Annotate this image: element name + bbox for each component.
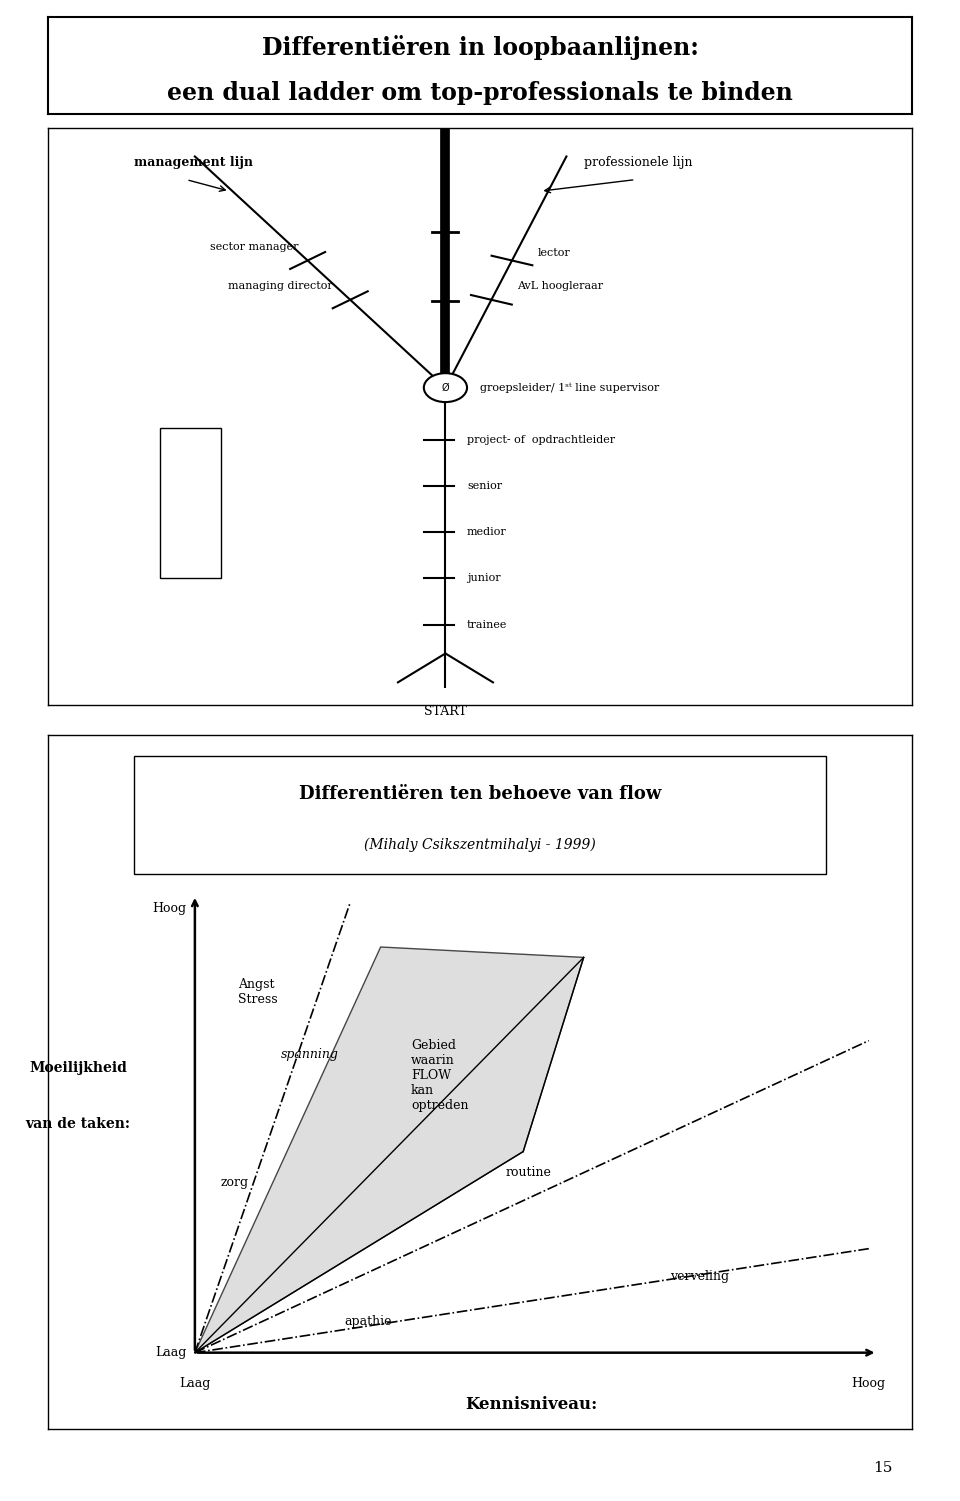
Text: Laag: Laag (180, 1378, 210, 1390)
Text: Hoog: Hoog (852, 1378, 886, 1390)
Text: Differentiëren ten behoeve van flow: Differentiëren ten behoeve van flow (299, 785, 661, 803)
Text: een dual ladder om top-professionals te binden: een dual ladder om top-professionals te … (167, 81, 793, 105)
Text: verveling: verveling (670, 1270, 730, 1283)
Bar (134, 757, 826, 874)
Text: groepsleider/ 1ˢᵗ line supervisor: groepsleider/ 1ˢᵗ line supervisor (480, 383, 660, 393)
Text: Moeilijkheid: Moeilijkheid (30, 1061, 127, 1075)
Text: Angst
Stress: Angst Stress (238, 979, 277, 1006)
Text: junior: junior (468, 573, 501, 584)
Text: lector: lector (538, 248, 570, 258)
Bar (160, 428, 221, 578)
Polygon shape (195, 947, 584, 1352)
Text: Ø: Ø (442, 383, 449, 393)
Text: START: START (424, 705, 467, 719)
Text: van de taken:: van de taken: (26, 1117, 131, 1130)
Text: Kennisniveau:: Kennisniveau: (466, 1396, 598, 1412)
Text: senior: senior (468, 480, 502, 491)
Text: professionele lijn: professionele lijn (584, 156, 692, 168)
Text: 15: 15 (874, 1460, 893, 1475)
Text: medior: medior (468, 527, 507, 537)
Text: (Mihaly Csikszentmihalyi - 1999): (Mihaly Csikszentmihalyi - 1999) (364, 838, 596, 851)
Text: apathie: apathie (344, 1315, 392, 1328)
Text: management lijn: management lijn (134, 156, 253, 168)
Text: Hoog: Hoog (152, 902, 186, 916)
Text: managing director: managing director (228, 281, 333, 291)
Text: sector manager: sector manager (210, 242, 299, 252)
Text: zorg: zorg (221, 1177, 249, 1189)
Text: spanning: spanning (281, 1048, 339, 1061)
Text: Differentiëren in loopbaanlijnen:: Differentiëren in loopbaanlijnen: (261, 35, 699, 60)
Text: AvL hoogleraar: AvL hoogleraar (517, 281, 604, 291)
Circle shape (424, 374, 468, 402)
Text: Gebied
waarin
FLOW
kan
optreden: Gebied waarin FLOW kan optreden (411, 1039, 468, 1112)
Text: Laag: Laag (155, 1346, 186, 1360)
Text: trainee: trainee (468, 620, 508, 629)
Text: project- of  opdrachtleider: project- of opdrachtleider (468, 435, 615, 444)
Text: routine: routine (506, 1166, 552, 1178)
